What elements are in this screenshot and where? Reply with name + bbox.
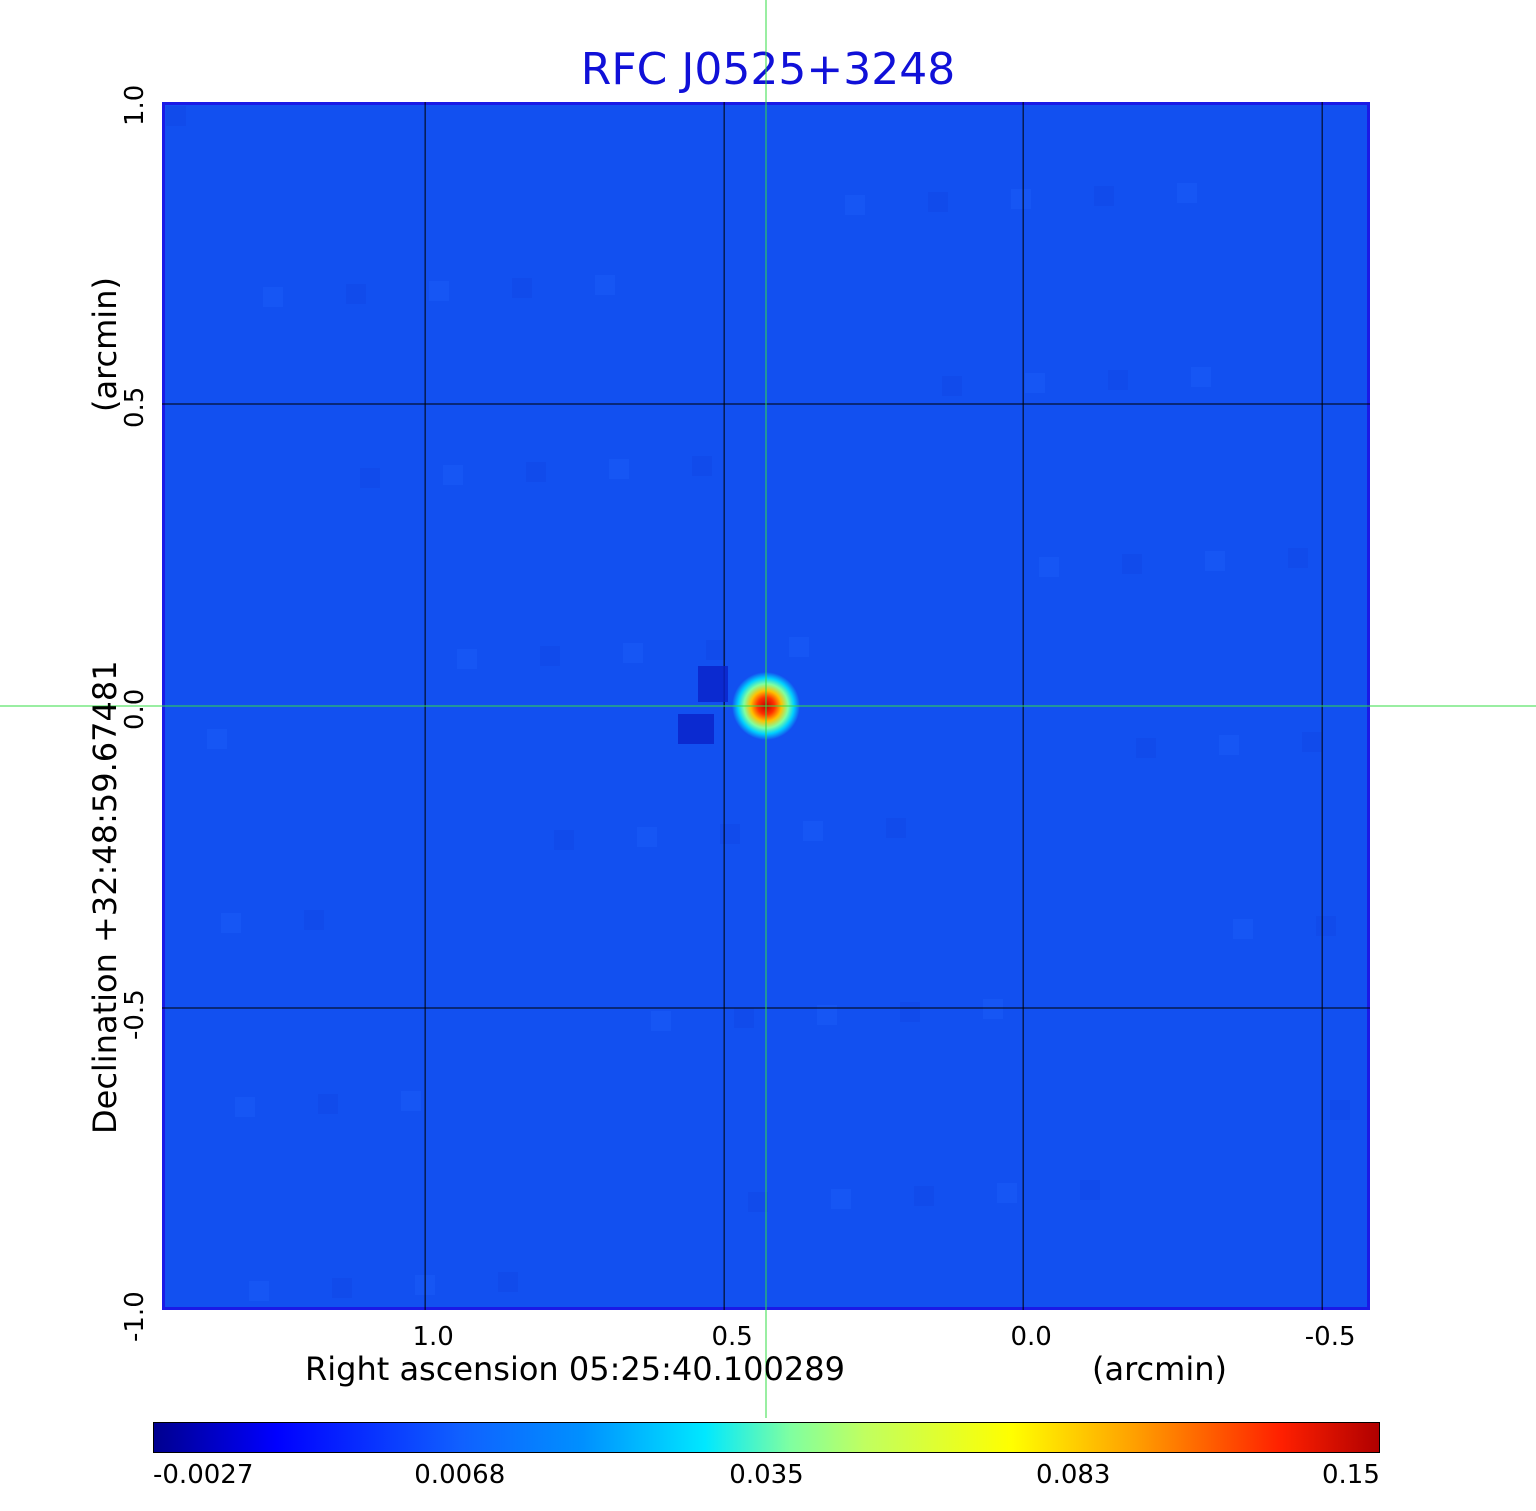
y-axis-unit: (arcmin) — [86, 277, 124, 412]
image-texture — [166, 106, 1350, 1301]
colorbar — [153, 1422, 1380, 1453]
colorbar-tick-label: 0.035 — [729, 1460, 804, 1490]
colorbar-tick-label: 0.0068 — [414, 1460, 506, 1490]
x-tick-label: 0.5 — [711, 1322, 753, 1352]
y-tick-label: -0.5 — [120, 989, 150, 1040]
y-tick-label: -1.0 — [120, 1291, 150, 1342]
sidelobe-dark-1 — [698, 666, 728, 702]
colorbar-tick-label: -0.0027 — [153, 1460, 254, 1490]
x-tick-label: 1.0 — [412, 1322, 454, 1352]
y-axis-label: Declination +32:48:59.67481 — [86, 660, 124, 1134]
x-tick-label: 0.0 — [1010, 1322, 1052, 1352]
x-axis-unit: (arcmin) — [1092, 1350, 1227, 1388]
x-axis-label: Right ascension 05:25:40.100289 — [305, 1350, 845, 1388]
y-tick-label: 1.0 — [120, 84, 150, 126]
chart-title: RFC J0525+3248 — [580, 44, 956, 95]
x-tick-label: -0.5 — [1304, 1322, 1356, 1352]
sidelobe-dark-2 — [678, 714, 714, 744]
y-tick-label: 0.5 — [120, 386, 150, 428]
colorbar-tick-label: 0.15 — [1322, 1460, 1380, 1490]
colorbar-tick-label: 0.083 — [1036, 1460, 1111, 1490]
y-tick-label: 0.0 — [120, 688, 150, 730]
